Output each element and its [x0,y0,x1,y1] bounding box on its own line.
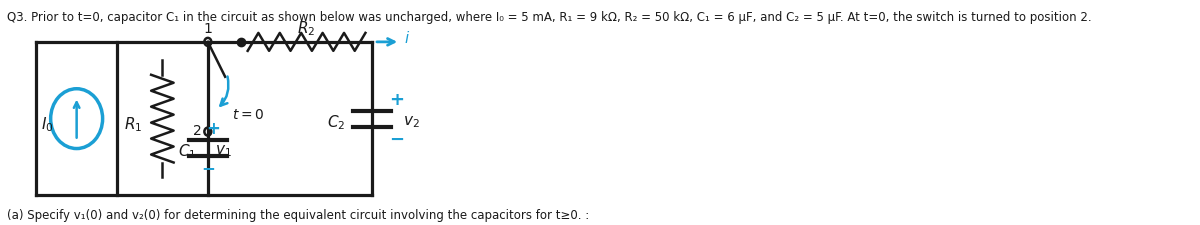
Text: −: − [389,130,404,148]
Text: $v_2$: $v_2$ [403,114,419,130]
Text: $v_1$: $v_1$ [215,143,232,159]
Text: $t = 0$: $t = 0$ [232,107,264,121]
Text: $i$: $i$ [403,30,409,46]
Text: $C_1$: $C_1$ [178,142,196,160]
Text: +: + [389,90,404,108]
Text: +: + [206,119,220,137]
Text: −: − [200,159,215,177]
Text: $R_2$: $R_2$ [298,20,316,38]
Text: 1: 1 [203,22,212,36]
Text: $R_1$: $R_1$ [124,115,142,133]
Text: 2: 2 [193,123,202,137]
Text: (a) Specify v₁(0) and v₂(0) for determining the equivalent circuit involving the: (a) Specify v₁(0) and v₂(0) for determin… [7,208,589,221]
Text: Q3. Prior to t=0, capacitor C₁ in the circuit as shown below was uncharged, wher: Q3. Prior to t=0, capacitor C₁ in the ci… [7,11,1092,24]
Text: $C_2$: $C_2$ [328,113,346,131]
Text: $I_0$: $I_0$ [41,115,53,133]
